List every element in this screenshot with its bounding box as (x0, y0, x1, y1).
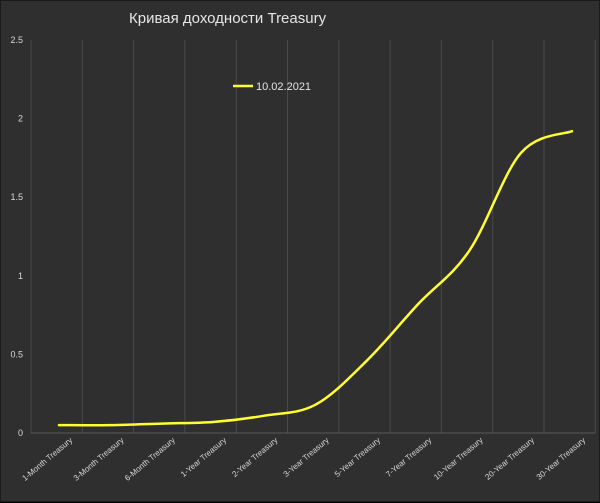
legend: 10.02.2021 (233, 81, 311, 93)
x-tick-label: 5-Year Treasury (333, 436, 382, 479)
y-tick-label: 2 (18, 114, 23, 124)
series-layer (57, 129, 574, 427)
y-axis-ticks: 0 0.5 1 1.5 2 2.5 (10, 35, 23, 438)
y-tick-label: 1.5 (10, 192, 23, 202)
x-tick-label: 6-Month Treasury (123, 436, 177, 483)
x-tick-label: 20-Year Treasury (483, 436, 536, 482)
x-tick-label: 7-Year Treasury (384, 436, 433, 479)
y-tick-label: 0 (18, 428, 23, 438)
x-tick-label: 1-Month Treasury (20, 436, 74, 483)
chart-title: Кривая доходности Treasury (129, 10, 327, 27)
series-line (57, 129, 574, 427)
legend-label: 10.02.2021 (256, 81, 311, 93)
y-tick-label: 1 (18, 271, 23, 281)
x-tick-label: 10-Year Treasury (432, 436, 485, 482)
x-tick-label: 30-Year Treasury (535, 436, 588, 482)
y-tick-label: 0.5 (10, 349, 23, 359)
x-tick-label: 3-Month Treasury (72, 436, 126, 483)
x-tick-label: 3-Year Treasury (282, 436, 331, 479)
y-tick-label: 2.5 (10, 35, 23, 45)
x-tick-label: 1-Year Treasury (179, 436, 228, 479)
grid-lines (30, 40, 596, 434)
x-tick-label: 2-Year Treasury (230, 436, 279, 479)
